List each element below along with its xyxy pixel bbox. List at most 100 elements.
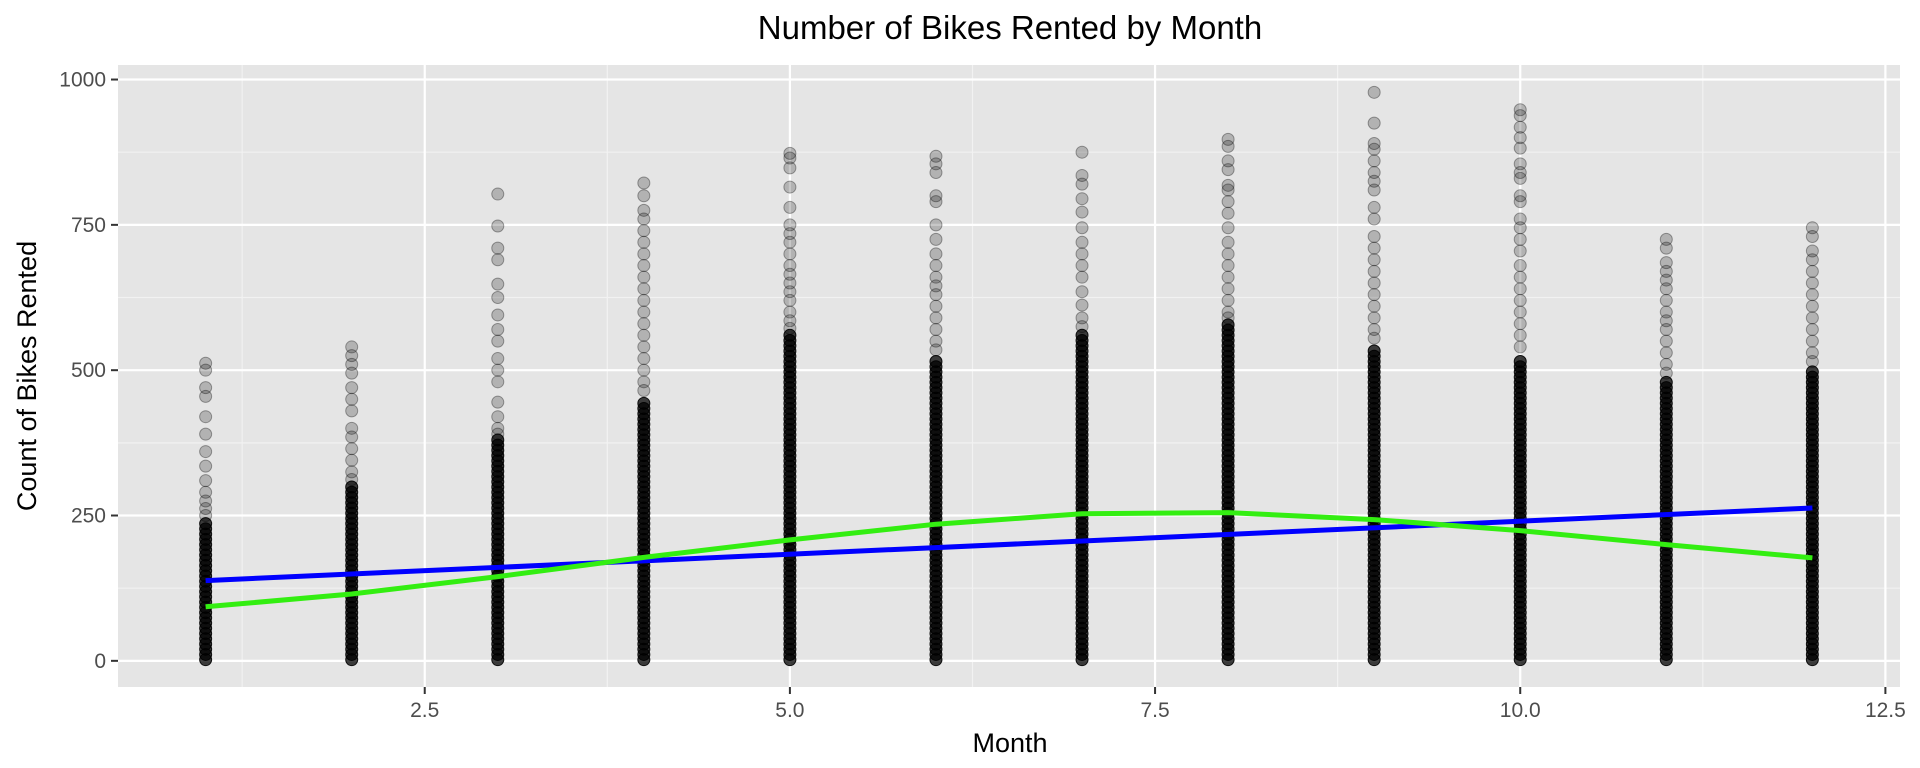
data-point xyxy=(1513,354,1527,368)
data-point xyxy=(929,157,943,171)
data-point xyxy=(1075,168,1089,182)
data-point xyxy=(199,494,213,508)
data-point xyxy=(491,187,505,201)
data-point xyxy=(1221,132,1235,146)
data-point xyxy=(1367,331,1381,345)
data-point xyxy=(1221,235,1235,249)
data-point xyxy=(1805,288,1819,302)
data-point xyxy=(345,472,359,486)
data-point xyxy=(1367,264,1381,278)
data-point xyxy=(1367,136,1381,150)
data-point xyxy=(1805,244,1819,258)
data-point xyxy=(345,357,359,371)
data-point xyxy=(637,282,651,296)
data-point xyxy=(491,410,505,424)
data-point xyxy=(491,427,505,441)
data-point xyxy=(637,363,651,377)
data-point xyxy=(783,305,797,319)
data-point xyxy=(199,517,213,531)
data-point xyxy=(637,235,651,249)
data-point xyxy=(1221,183,1235,197)
data-point xyxy=(1367,85,1381,99)
data-point xyxy=(199,381,213,395)
month-column-6 xyxy=(929,149,943,667)
data-point xyxy=(1367,344,1381,358)
data-point xyxy=(345,404,359,418)
data-point xyxy=(1367,288,1381,302)
month-column-3 xyxy=(491,187,505,667)
data-point xyxy=(199,410,213,424)
data-point xyxy=(1221,139,1235,153)
data-point xyxy=(1805,322,1819,336)
data-point xyxy=(1075,192,1089,206)
data-point xyxy=(491,241,505,255)
data-point xyxy=(345,340,359,354)
month-column-5 xyxy=(783,146,797,667)
y-tick-label: 750 xyxy=(71,214,106,237)
data-point xyxy=(1367,142,1381,156)
data-point xyxy=(1221,318,1235,332)
data-point xyxy=(199,363,213,377)
data-point xyxy=(637,212,651,226)
data-point xyxy=(1513,244,1527,258)
data-point xyxy=(1075,177,1089,191)
y-axis: 0 250 500 750 1000 xyxy=(59,69,118,673)
data-point xyxy=(491,375,505,389)
plot-panel xyxy=(118,65,1900,687)
y-tick-label: 250 xyxy=(71,505,106,528)
data-point xyxy=(637,189,651,203)
data-point xyxy=(491,352,505,366)
data-point xyxy=(1367,174,1381,188)
data-point xyxy=(783,247,797,261)
data-point xyxy=(929,334,943,348)
data-point xyxy=(1221,305,1235,319)
data-point xyxy=(1075,270,1089,284)
data-point xyxy=(199,445,213,459)
data-point xyxy=(491,322,505,336)
data-point xyxy=(1513,131,1527,145)
data-point xyxy=(637,247,651,261)
data-point xyxy=(1513,282,1527,296)
data-point xyxy=(783,200,797,214)
data-point xyxy=(199,509,213,523)
data-point xyxy=(783,276,797,290)
data-point xyxy=(1513,195,1527,209)
data-point xyxy=(1805,346,1819,360)
data-point xyxy=(1221,221,1235,235)
data-point xyxy=(1659,273,1673,287)
data-point xyxy=(1513,157,1527,171)
data-point xyxy=(783,314,797,328)
data-point xyxy=(929,279,943,293)
data-point xyxy=(199,459,213,473)
data-point xyxy=(345,381,359,395)
data-point xyxy=(1513,120,1527,134)
data-point xyxy=(1513,189,1527,203)
data-point xyxy=(637,328,651,342)
data-point xyxy=(1659,375,1673,389)
data-point xyxy=(929,189,943,203)
data-point xyxy=(1221,154,1235,168)
data-point xyxy=(1805,299,1819,313)
data-point xyxy=(783,321,797,335)
data-point xyxy=(1659,334,1673,348)
data-point xyxy=(491,291,505,305)
data-point xyxy=(929,166,943,180)
data-point xyxy=(1513,305,1527,319)
data-point xyxy=(1075,320,1089,334)
x-tick-label: 10.0 xyxy=(1500,699,1541,722)
data-point xyxy=(1221,270,1235,284)
data-point xyxy=(1221,311,1235,325)
data-point xyxy=(1367,241,1381,255)
data-point xyxy=(491,277,505,291)
data-point xyxy=(929,232,943,246)
data-point xyxy=(1805,264,1819,278)
data-point xyxy=(637,293,651,307)
data-point xyxy=(929,218,943,232)
data-point xyxy=(1075,205,1089,219)
data-point xyxy=(1221,259,1235,273)
data-point xyxy=(1075,285,1089,299)
data-point xyxy=(783,328,797,342)
y-tick-label: 500 xyxy=(71,359,106,382)
data-point xyxy=(1367,322,1381,336)
